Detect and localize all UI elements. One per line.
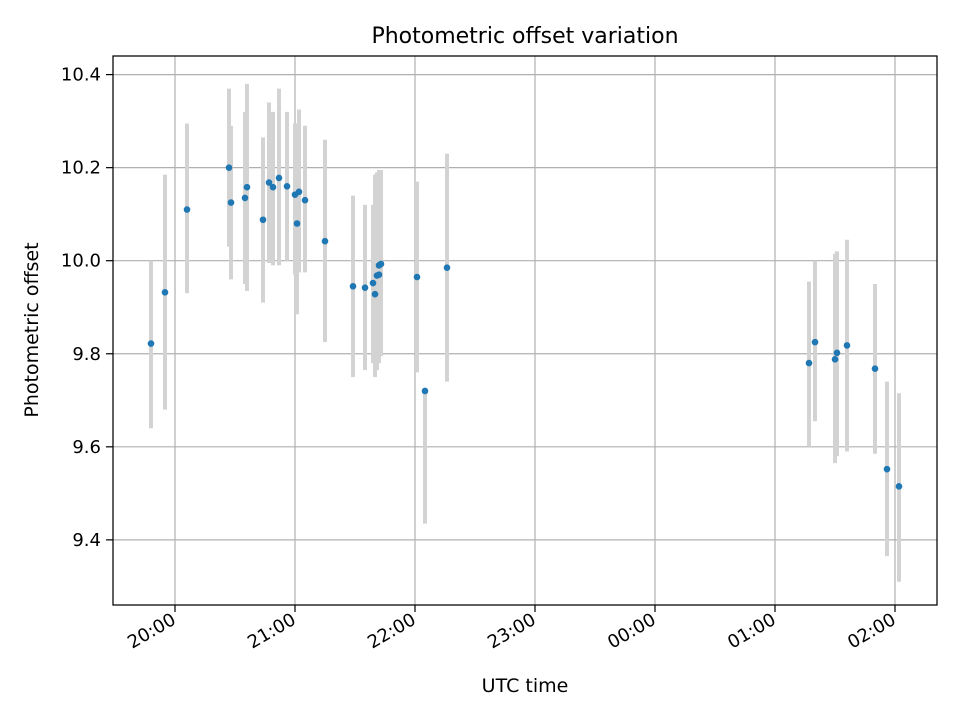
data-point [321, 237, 329, 245]
data-point [265, 179, 273, 186]
data-point [895, 483, 903, 490]
y-axis-ticks: 9.4 9.6 9.8 10.0 10.2 10.4 [61, 65, 113, 551]
data-point [293, 220, 301, 227]
data-point [349, 283, 357, 290]
y-tick-label: 10.0 [61, 251, 101, 272]
data-point [147, 340, 155, 347]
data-points [147, 164, 903, 490]
data-point [295, 188, 303, 196]
data-point [421, 387, 429, 395]
x-axis-label: UTC time [482, 675, 569, 697]
data-point [811, 338, 819, 346]
data-point [883, 465, 891, 473]
data-point [413, 273, 421, 281]
data-point [361, 284, 369, 291]
data-point [369, 279, 377, 287]
data-point [871, 365, 879, 372]
y-tick-label: 10.2 [61, 158, 101, 179]
data-point [269, 183, 277, 191]
data-point [225, 164, 233, 171]
chart-title: Photometric offset variation [371, 24, 678, 49]
y-axis-label: Photometric offset [21, 242, 43, 417]
data-point [371, 290, 379, 298]
data-point [843, 342, 851, 349]
data-point [241, 194, 249, 202]
data-point [243, 183, 251, 191]
data-point [227, 199, 235, 206]
data-point [833, 349, 841, 357]
data-point [375, 271, 383, 278]
data-point [805, 359, 813, 367]
data-point [183, 206, 191, 213]
data-point [443, 264, 451, 271]
y-tick-label: 9.4 [72, 530, 101, 551]
data-point [377, 260, 385, 268]
data-point [831, 356, 839, 363]
y-tick-label: 9.6 [72, 437, 101, 458]
y-tick-label: 9.8 [72, 344, 101, 365]
data-point [275, 174, 283, 182]
y-tick-label: 10.4 [61, 65, 101, 86]
data-point [301, 196, 309, 204]
data-point [161, 289, 169, 296]
plot-frame [112, 55, 938, 606]
data-point [283, 182, 291, 190]
data-point [259, 216, 267, 224]
